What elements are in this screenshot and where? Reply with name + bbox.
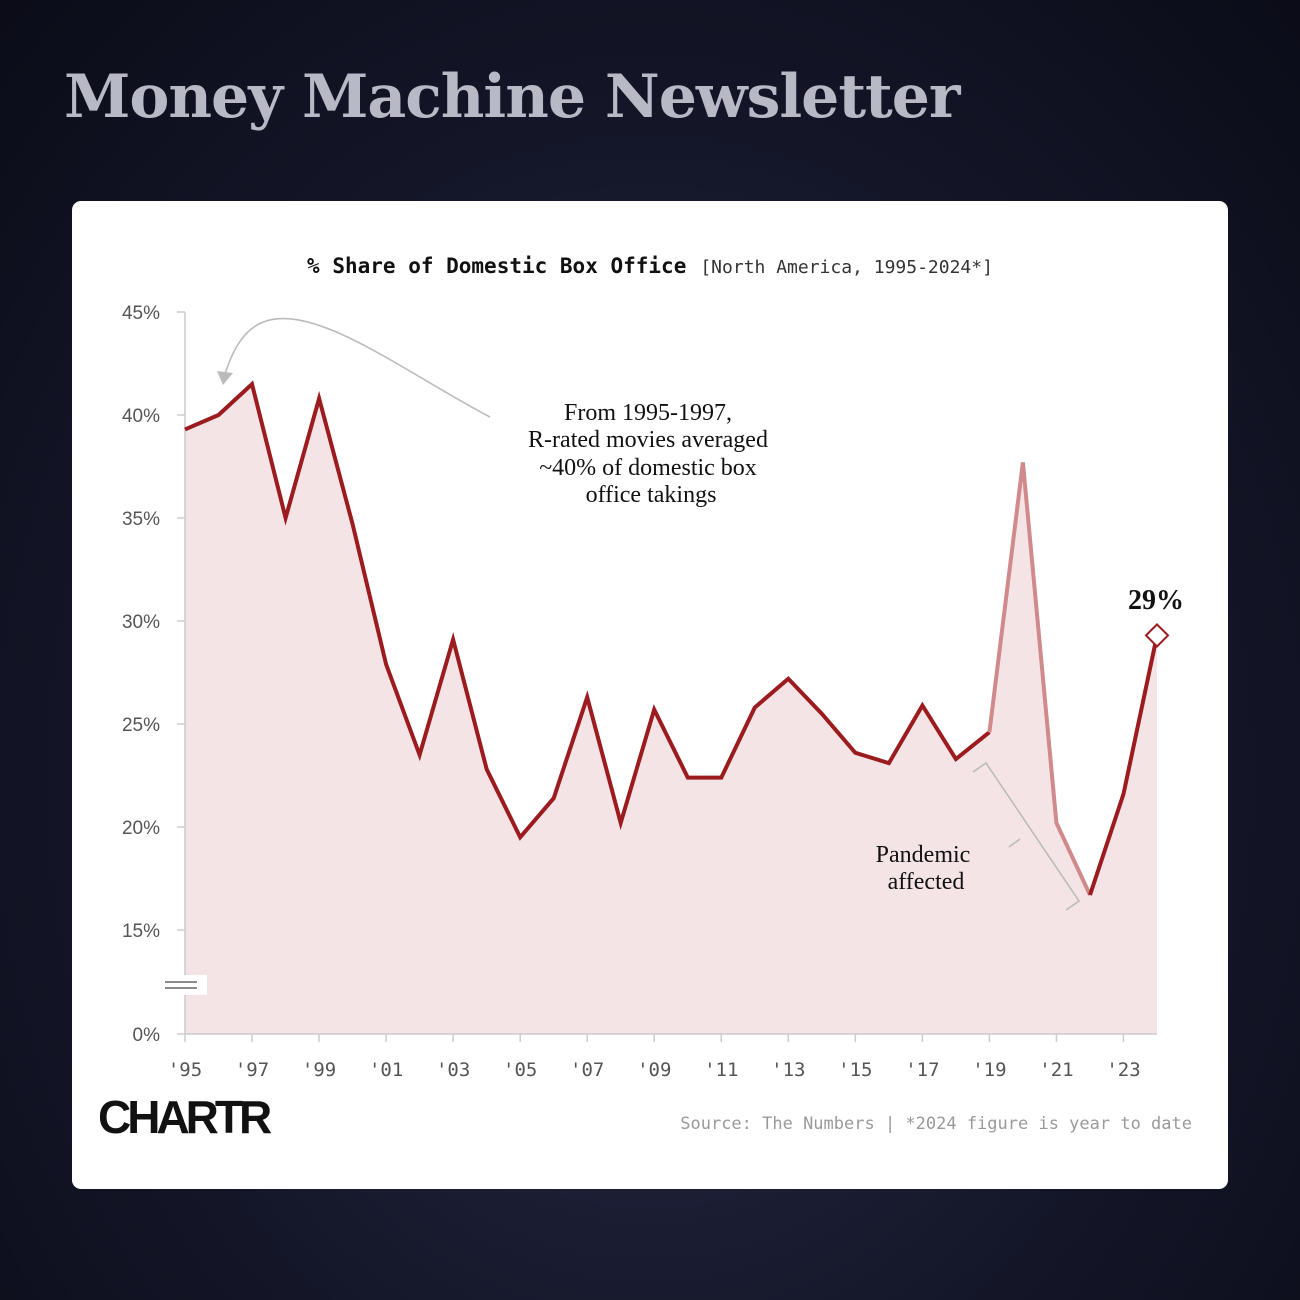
- x-tick-label: '09: [637, 1059, 671, 1081]
- early-annotation-line: R-rated movies averaged: [528, 427, 768, 453]
- x-tick-label: '05: [503, 1059, 537, 1081]
- pandemic-annotation: Pandemic affected: [876, 842, 977, 895]
- y-tick-label: 35%: [122, 509, 160, 530]
- y-tick-label: 25%: [122, 715, 160, 736]
- line-chart: % Share of Domestic Box Office [North Ame…: [98, 254, 1192, 1143]
- annotation-arrowhead: [217, 371, 233, 385]
- x-tick-label: '15: [838, 1059, 872, 1081]
- chartr-logo: CHARTR: [98, 1091, 272, 1143]
- annotation-arrow: [223, 317, 491, 418]
- x-tick-label: '11: [704, 1059, 738, 1081]
- last-point-marker: [1144, 623, 1170, 648]
- y-tick-label: 30%: [122, 612, 160, 633]
- early-annotation-line: ~40% of domestic box: [539, 455, 757, 481]
- chart-subtitle: [North America, 1995-2024*]: [700, 257, 993, 278]
- x-tick-label: '03: [436, 1059, 470, 1081]
- chart-title-row: % Share of Domestic Box Office [North Ame…: [307, 254, 993, 278]
- x-tick-label: '07: [570, 1059, 604, 1081]
- x-tick-label: '13: [771, 1059, 805, 1081]
- last-value-label: 29%: [1128, 585, 1184, 616]
- x-tick-label: '19: [972, 1059, 1006, 1081]
- y-tick-label: 0%: [133, 1025, 161, 1046]
- x-tick-label: '21: [1039, 1059, 1073, 1081]
- early-annotation-line: office takings: [586, 482, 717, 508]
- pandemic-annotation-line: Pandemic: [876, 842, 971, 868]
- x-tick-label: '23: [1106, 1059, 1140, 1081]
- y-tick-label: 40%: [122, 406, 160, 427]
- series-line: [184, 380, 991, 841]
- pandemic-bracket: [972, 761, 1081, 911]
- y-tick-label: 15%: [122, 921, 160, 942]
- x-tick-label: '99: [302, 1059, 336, 1081]
- area-fill: [185, 384, 1157, 1035]
- newsletter-title: Money Machine Newsletter: [64, 62, 961, 132]
- chart-card: % Share of Domestic Box Office [North Ame…: [72, 201, 1228, 1189]
- x-tick-label: '17: [905, 1059, 939, 1081]
- x-tick-label: '95: [168, 1059, 202, 1081]
- y-tick-label: 20%: [122, 818, 160, 839]
- pandemic-series-line: [987, 462, 1092, 896]
- x-tick-label: '01: [369, 1059, 403, 1081]
- pandemic-annotation-line: affected: [888, 869, 965, 895]
- early-annotation: From 1995-1997, R-rated movies averaged …: [528, 400, 774, 508]
- chart-title: % Share of Domestic Box Office: [307, 254, 686, 278]
- axis-break-mask: [163, 975, 207, 995]
- y-tick-label: 45%: [122, 303, 160, 324]
- x-tick-label: '97: [235, 1059, 269, 1081]
- source-note: Source: The Numbers | *2024 figure is ye…: [680, 1114, 1192, 1134]
- plot-area: 0% 15% 20% 25% 30% 35% 40% 45% '95 '97 '99 '01 '03 '0…: [122, 303, 1170, 1081]
- series-line: [1088, 634, 1159, 896]
- early-annotation-line: From 1995-1997,: [564, 400, 732, 426]
